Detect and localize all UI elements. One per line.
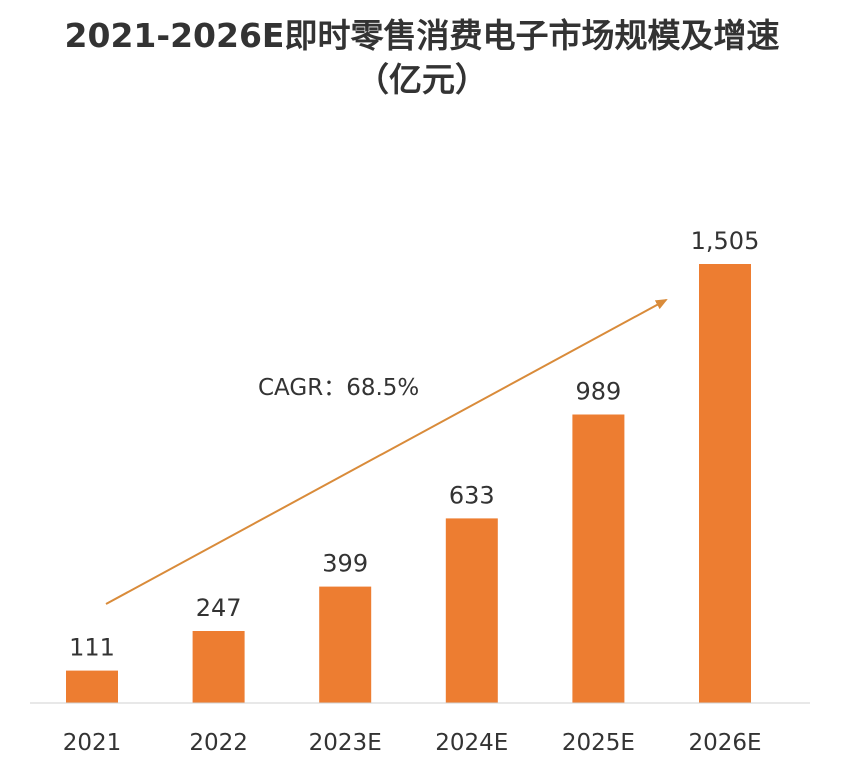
chart-title-line1: 2021-2026E即时零售消费电子市场规模及增速 bbox=[64, 16, 780, 55]
x-tick-label: 2025E bbox=[562, 730, 635, 756]
bar-2026e bbox=[699, 264, 751, 703]
x-tick-label: 2021 bbox=[63, 730, 122, 756]
bar-value-label: 633 bbox=[449, 481, 495, 509]
bar-2025e bbox=[572, 414, 625, 703]
chart-title-line2: （亿元） bbox=[356, 60, 488, 99]
bar-value-label: 247 bbox=[196, 594, 242, 622]
cagr-annotation: CAGR：68.5% bbox=[258, 375, 419, 401]
x-tick-label: 2026E bbox=[688, 730, 761, 756]
bar-value-label: 1,505 bbox=[691, 227, 760, 255]
x-tick-label: 2022 bbox=[189, 730, 248, 756]
x-tick-label: 2024E bbox=[435, 730, 508, 756]
bar-2024e bbox=[445, 518, 498, 703]
bars-layer: 111 2021 247 2022 399 2023E 633 2024E 989 2025E 1,… bbox=[63, 227, 762, 756]
bar-value-label: 399 bbox=[322, 550, 368, 578]
bar-2023e bbox=[319, 586, 372, 703]
x-tick-label: 2023E bbox=[309, 730, 382, 756]
bar-2022 bbox=[192, 631, 245, 703]
cagr-arrow bbox=[105, 299, 668, 605]
bar-value-label: 989 bbox=[575, 378, 621, 406]
bar-2021 bbox=[66, 670, 118, 703]
bar-value-label: 111 bbox=[69, 634, 115, 662]
chart-title: 2021-2026E即时零售消费电子市场规模及增速 （亿元） bbox=[0, 14, 844, 102]
